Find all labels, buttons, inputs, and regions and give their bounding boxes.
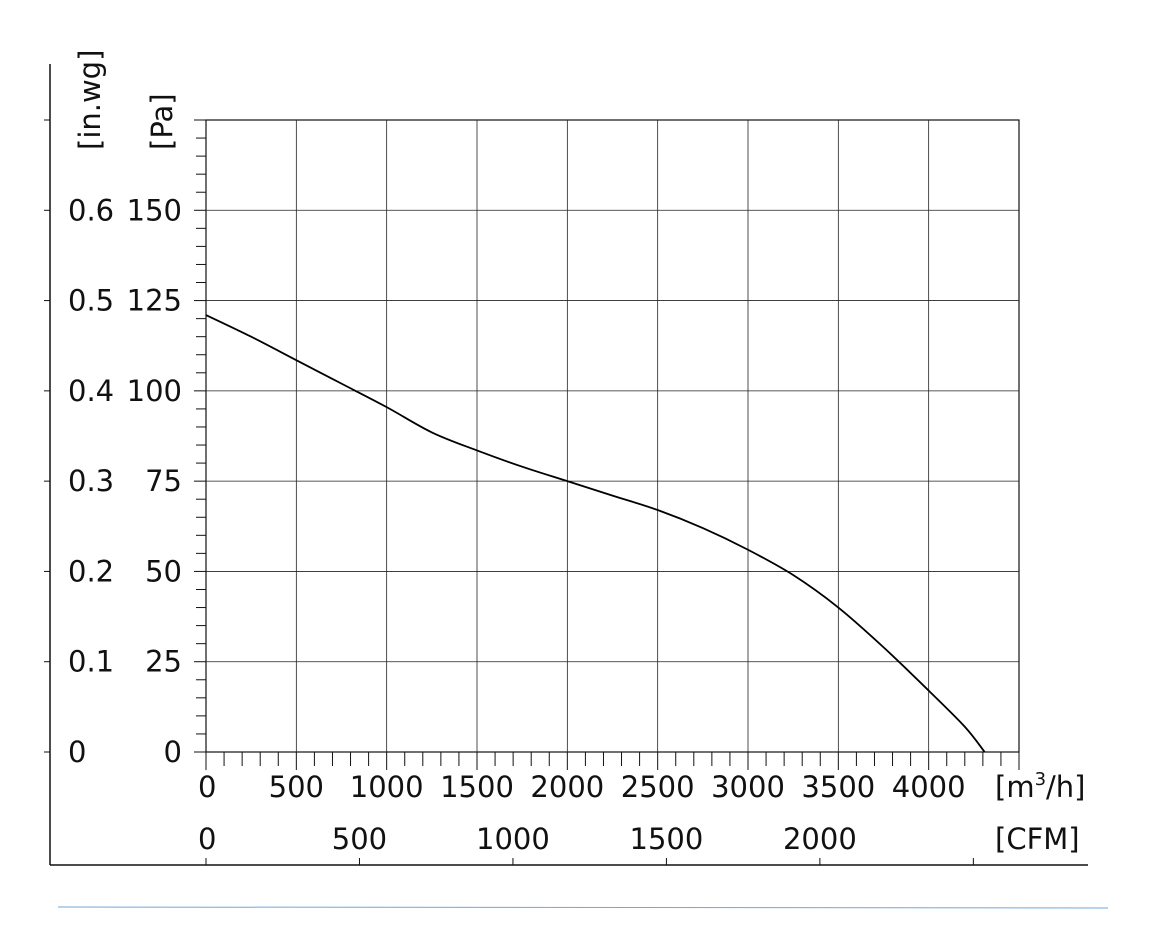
y-tick-label-pa: 25 — [145, 645, 182, 679]
y-tick-label-pa: 100 — [127, 374, 182, 408]
y-tick-label-inwg: 0.5 — [68, 284, 114, 318]
y-tick-label-inwg: 0.4 — [68, 374, 114, 408]
x-tick-label-m3h: 3000 — [711, 770, 785, 804]
y-tick-label-inwg: 0.6 — [68, 193, 114, 227]
x-tick-label-m3h: 2000 — [530, 770, 604, 804]
fan-pressure-curve — [205, 314, 986, 753]
x-tick-label-cfm: 2000 — [783, 822, 857, 856]
x-tick-label-m3h: 500 — [269, 770, 324, 804]
x-tick-label-m3h: 1500 — [440, 770, 514, 804]
y-tick-label-inwg: 0.3 — [68, 464, 114, 498]
x-tick-label-cfm: 0 — [198, 822, 216, 856]
y-unit-label-pa: [Pa] — [145, 93, 179, 150]
x-tick-label-cfm: 1500 — [630, 822, 704, 856]
y-tick-label-inwg: 0.2 — [68, 554, 114, 588]
y-tick-label-pa: 0 — [164, 735, 182, 769]
chart-minor-ticks — [44, 119, 1020, 865]
y-tick-label-pa: 150 — [127, 193, 182, 227]
x-unit-label-cfm: [CFM] — [995, 822, 1080, 856]
y-tick-label-inwg: 0.1 — [68, 645, 114, 679]
x-tick-label-cfm: 1000 — [476, 822, 550, 856]
x-unit-label-m3h: [m3/h] — [995, 769, 1086, 804]
chart-series — [205, 314, 986, 753]
y-tick-label-inwg: 0 — [68, 735, 86, 769]
x-tick-label-cfm: 500 — [332, 822, 387, 856]
x-tick-label-m3h: 1000 — [350, 770, 424, 804]
chart-grid — [206, 120, 1019, 752]
x-unit-superscript: 3 — [1035, 769, 1046, 790]
plot-border — [205, 119, 1020, 753]
x-unit-tail: /h] — [1046, 770, 1085, 804]
y-unit-label-inwg: [in.wg] — [73, 50, 107, 150]
x-tick-label-m3h: 2500 — [621, 770, 695, 804]
chart-frame — [49, 64, 1088, 866]
y-tick-label-pa: 75 — [145, 464, 182, 498]
x-tick-label-m3h: 3500 — [801, 770, 875, 804]
y-tick-label-pa: 50 — [145, 554, 182, 588]
x-unit-base: [m — [995, 770, 1035, 804]
x-tick-label-m3h: 4000 — [892, 770, 966, 804]
y-tick-label-pa: 125 — [127, 284, 182, 318]
x-tick-label-m3h: 0 — [198, 770, 216, 804]
bottom-divider-line — [57, 906, 1109, 909]
